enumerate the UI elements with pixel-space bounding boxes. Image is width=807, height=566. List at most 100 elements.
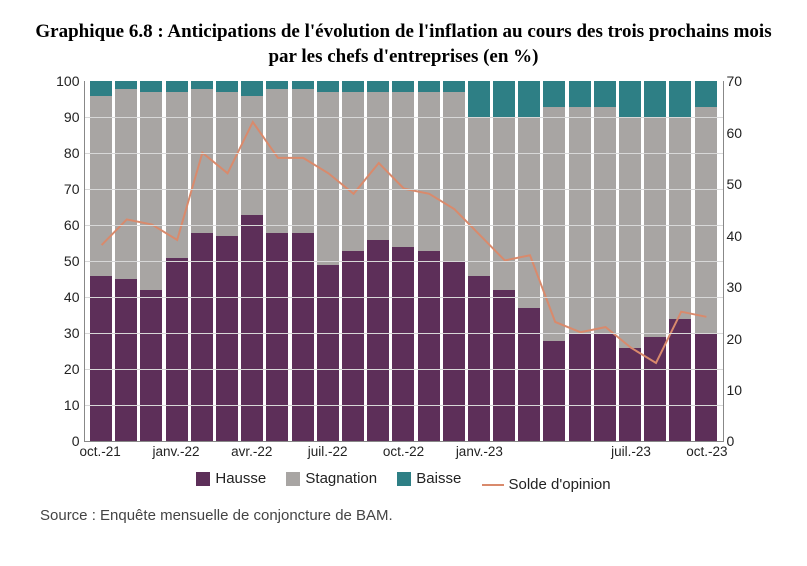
legend-hausse: Hausse	[196, 470, 266, 487]
bar-seg-baisse	[241, 81, 263, 95]
y-left-tick: 80	[50, 145, 80, 161]
gridline	[85, 261, 723, 262]
bar-seg-stagnation	[569, 107, 591, 334]
bar-seg-hausse	[392, 247, 414, 441]
legend-stagnation: Stagnation	[286, 470, 377, 487]
bar-seg-hausse	[140, 290, 162, 441]
chart-title: Graphique 6.8 : Anticipations de l'évolu…	[30, 20, 777, 69]
bar-seg-baisse	[140, 81, 162, 92]
swatch-stagnation	[286, 472, 300, 486]
bar-seg-stagnation	[695, 107, 717, 334]
bar-seg-baisse	[518, 81, 540, 117]
legend-line-label: Solde d'opinion	[509, 476, 611, 493]
bar-seg-hausse	[266, 233, 288, 442]
x-tick-label: juil.-23	[611, 444, 651, 459]
y-right-tick: 50	[727, 176, 755, 192]
bar-seg-baisse	[266, 81, 288, 88]
bar-seg-baisse	[367, 81, 389, 92]
bar-seg-stagnation	[644, 117, 666, 337]
bar-seg-hausse	[191, 233, 213, 442]
legend: Hausse Stagnation Baisse Solde d'opinion	[44, 470, 764, 493]
bar-seg-baisse	[644, 81, 666, 117]
x-tick-label: oct.-21	[79, 444, 120, 459]
bar-seg-hausse	[241, 215, 263, 442]
bar-seg-baisse	[569, 81, 591, 106]
swatch-line	[482, 484, 504, 486]
y-left-tick: 60	[50, 217, 80, 233]
bar-seg-stagnation	[594, 107, 616, 334]
gridline	[85, 333, 723, 334]
bar-seg-baisse	[619, 81, 641, 117]
bar-seg-stagnation	[418, 92, 440, 250]
bar-seg-baisse	[166, 81, 188, 92]
bar-seg-baisse	[443, 81, 465, 92]
bar-seg-hausse	[543, 341, 565, 442]
bar-seg-hausse	[569, 333, 591, 441]
bar-seg-hausse	[493, 290, 515, 441]
y-right-tick: 60	[727, 125, 755, 141]
bar-seg-baisse	[392, 81, 414, 92]
bar-seg-stagnation	[241, 96, 263, 215]
bar-seg-hausse	[166, 258, 188, 442]
bar-seg-baisse	[594, 81, 616, 106]
y-right-tick: 70	[727, 73, 755, 89]
y-left-tick: 70	[50, 181, 80, 197]
y-right-tick: 30	[727, 279, 755, 295]
bar-seg-hausse	[468, 276, 490, 442]
y-right-tick: 0	[727, 433, 755, 449]
x-tick-label: janv.-22	[152, 444, 199, 459]
legend-stagnation-label: Stagnation	[305, 470, 377, 487]
gridline	[85, 153, 723, 154]
bar-seg-hausse	[342, 251, 364, 442]
bar-seg-baisse	[493, 81, 515, 117]
bar-seg-baisse	[292, 81, 314, 88]
x-tick-label: janv.-23	[456, 444, 503, 459]
bar-seg-stagnation	[90, 96, 112, 276]
bar-seg-hausse	[367, 240, 389, 442]
bar-seg-hausse	[292, 233, 314, 442]
x-tick-label: oct.-22	[383, 444, 424, 459]
bar-seg-stagnation	[266, 89, 288, 233]
swatch-hausse	[196, 472, 210, 486]
bar-seg-hausse	[594, 333, 616, 441]
legend-baisse: Baisse	[397, 470, 461, 487]
bar-seg-baisse	[468, 81, 490, 117]
bar-seg-hausse	[518, 308, 540, 441]
bar-seg-baisse	[342, 81, 364, 92]
y-right-tick: 10	[727, 382, 755, 398]
y-left-tick: 50	[50, 253, 80, 269]
x-tick-label: avr.-22	[231, 444, 272, 459]
bar-seg-stagnation	[493, 117, 515, 290]
swatch-baisse	[397, 472, 411, 486]
legend-baisse-label: Baisse	[416, 470, 461, 487]
bar-seg-baisse	[90, 81, 112, 95]
bar-seg-stagnation	[619, 117, 641, 347]
bar-seg-baisse	[191, 81, 213, 88]
y-left-tick: 30	[50, 325, 80, 341]
y-right-tick: 20	[727, 331, 755, 347]
bar-seg-hausse	[90, 276, 112, 442]
bar-seg-hausse	[115, 279, 137, 441]
bar-seg-hausse	[216, 236, 238, 441]
legend-line: Solde d'opinion	[482, 476, 611, 493]
bar-seg-stagnation	[392, 92, 414, 247]
bar-seg-hausse	[644, 337, 666, 441]
bar-seg-hausse	[695, 333, 717, 441]
bar-seg-stagnation	[216, 92, 238, 236]
bar-seg-stagnation	[669, 117, 691, 319]
x-axis-labels: oct.-21janv.-22avr.-22juil.-22oct.-22jan…	[84, 442, 724, 464]
y-left-tick: 0	[50, 433, 80, 449]
gridline	[85, 297, 723, 298]
bar-seg-baisse	[418, 81, 440, 92]
y-left-tick: 20	[50, 361, 80, 377]
source-text: Source : Enquête mensuelle de conjonctur…	[40, 507, 777, 524]
bar-seg-stagnation	[543, 107, 565, 341]
legend-hausse-label: Hausse	[215, 470, 266, 487]
bar-seg-hausse	[443, 261, 465, 441]
bar-seg-baisse	[216, 81, 238, 92]
gridline	[85, 225, 723, 226]
gridline	[85, 405, 723, 406]
chart-container: 0102030405060708090100010203040506070 oc…	[44, 81, 764, 493]
gridline	[85, 117, 723, 118]
x-tick-label: oct.-23	[686, 444, 727, 459]
